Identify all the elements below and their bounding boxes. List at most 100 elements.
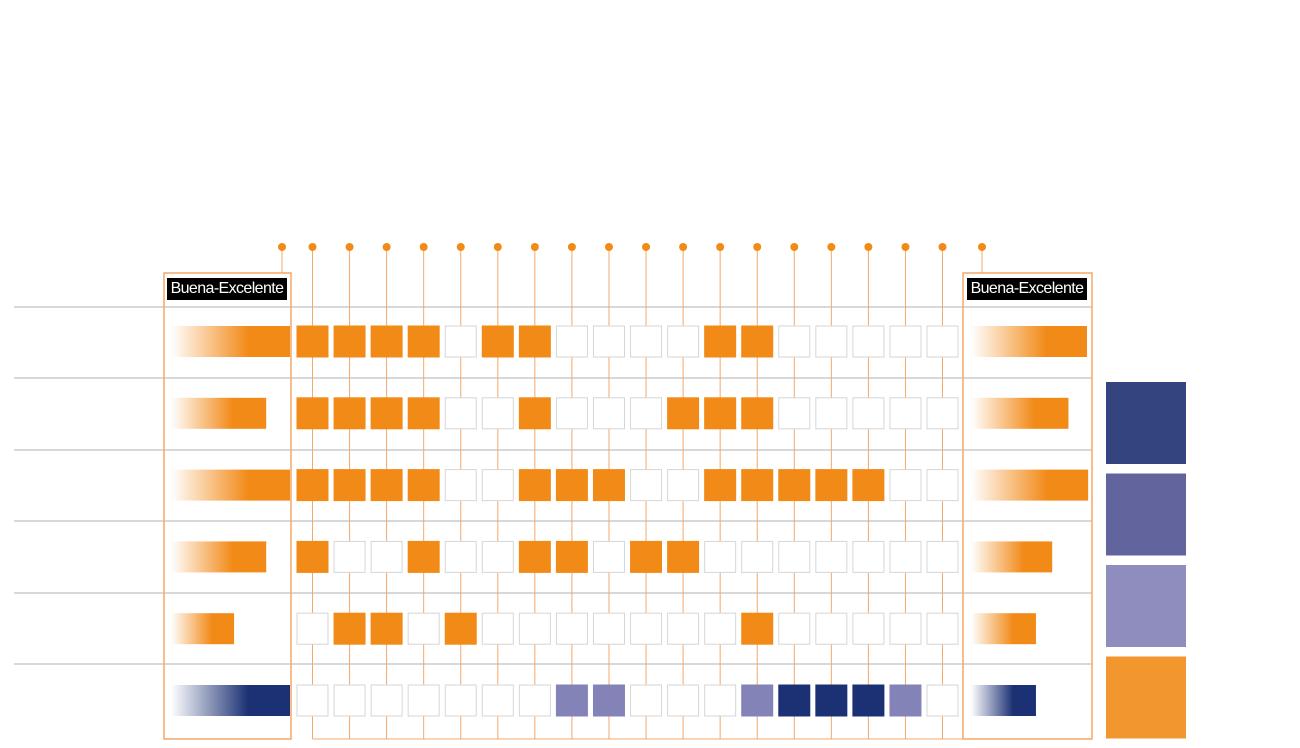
left-bar-row-3 [171,469,290,501]
cell-r1-c1 [296,325,329,358]
left-bar-row-5 [171,613,235,645]
cell-r5-c7 [518,612,551,645]
cell-r6-c16 [852,684,885,717]
cell-r6-c17 [889,684,922,717]
cell-r1-c13 [741,325,774,358]
cell-r4-c6 [481,540,514,573]
cell-r6-c3 [370,684,403,717]
cell-r4-c2 [333,540,366,573]
cell-r5-c14 [778,612,811,645]
legend-swatch-2 [1106,473,1186,556]
cell-r1-c8 [555,325,588,358]
cell-r2-c17 [889,397,922,430]
cell-r1-c2 [333,325,366,358]
cell-r4-c10 [630,540,663,573]
right-panel-label: Buena-Excelente [967,278,1087,300]
cell-r4-c7 [518,540,551,573]
cell-r2-c8 [555,397,588,430]
right-bar-row-6 [971,685,1036,716]
left-bar-row-4 [171,541,267,573]
cell-r4-c4 [407,540,440,573]
cell-r3-c11 [667,469,700,502]
cell-r6-c11 [667,684,700,717]
connector-dot-18 [938,243,947,251]
cell-r6-c8 [555,684,588,717]
cell-r3-c6 [481,469,514,502]
cell-r2-c3 [370,397,403,430]
connector-dot-14 [790,243,799,251]
cell-r1-c14 [778,325,811,358]
cell-r4-c5 [444,540,477,573]
cell-r2-c10 [630,397,663,430]
cell-r5-c12 [704,612,737,645]
cell-r3-c16 [852,469,885,502]
cell-r6-c9 [592,684,625,717]
legend-swatch-3 [1106,565,1186,647]
cell-r2-c11 [667,397,700,430]
cell-r3-c13 [741,469,774,502]
connector-dot-2 [345,243,354,251]
cell-r3-c14 [778,469,811,502]
cell-r6-c2 [333,684,366,717]
cell-r6-c10 [630,684,663,717]
legend [1106,382,1186,739]
connector-dot-17 [901,243,910,251]
cell-r1-c7 [518,325,551,358]
cell-r5-c1 [296,612,329,645]
cell-r4-c13 [741,540,774,573]
cell-r6-c7 [518,684,551,717]
connector-dot-9 [604,243,613,251]
left-panel-frame [163,272,292,740]
left-bar-row-6 [171,685,290,716]
cell-r3-c18 [926,469,959,502]
cell-r3-c7 [518,469,551,502]
connector-dot-5 [456,243,465,251]
cell-r4-c15 [815,540,848,573]
cell-r5-c5 [444,612,477,645]
left-bar-row-2 [171,397,267,429]
cell-r1-c12 [704,325,737,358]
cell-r3-c1 [296,469,329,502]
cell-r4-c14 [778,540,811,573]
cell-r6-c1 [296,684,329,717]
cell-r2-c2 [333,397,366,430]
connector-dot-6 [493,243,502,251]
connector-dot-8 [567,243,576,251]
right-bar-row-2 [971,397,1069,429]
right-bar-row-5 [971,613,1036,645]
cell-r3-c2 [333,469,366,502]
cell-r1-c16 [852,325,885,358]
cell-r3-c9 [592,469,625,502]
cell-r5-c10 [630,612,663,645]
heatmap-cells [296,325,959,717]
cell-r2-c6 [481,397,514,430]
cell-r4-c9 [592,540,625,573]
cell-r3-c4 [407,469,440,502]
cell-r4-c17 [889,540,922,573]
cell-r6-c15 [815,684,848,717]
cell-r6-c4 [407,684,440,717]
cell-r6-c12 [704,684,737,717]
cell-r5-c8 [555,612,588,645]
connector-dot-12 [716,243,725,251]
connector-dot-4 [419,243,428,251]
cell-r2-c5 [444,397,477,430]
cell-r5-c3 [370,612,403,645]
right-bar-row-4 [971,541,1053,573]
connector-dot-left [278,243,286,251]
cell-r2-c15 [815,397,848,430]
cell-r2-c9 [592,397,625,430]
cell-r3-c15 [815,469,848,502]
cell-r1-c9 [592,325,625,358]
cell-r5-c6 [481,612,514,645]
cell-r1-c18 [926,325,959,358]
left-bar-row-1 [171,326,290,357]
cell-r1-c3 [370,325,403,358]
connector-dot-13 [753,243,762,251]
legend-swatch-4 [1106,656,1186,739]
cell-r5-c13 [741,612,774,645]
cell-r1-c5 [444,325,477,358]
connector-dot-1 [308,243,317,251]
cell-r2-c14 [778,397,811,430]
